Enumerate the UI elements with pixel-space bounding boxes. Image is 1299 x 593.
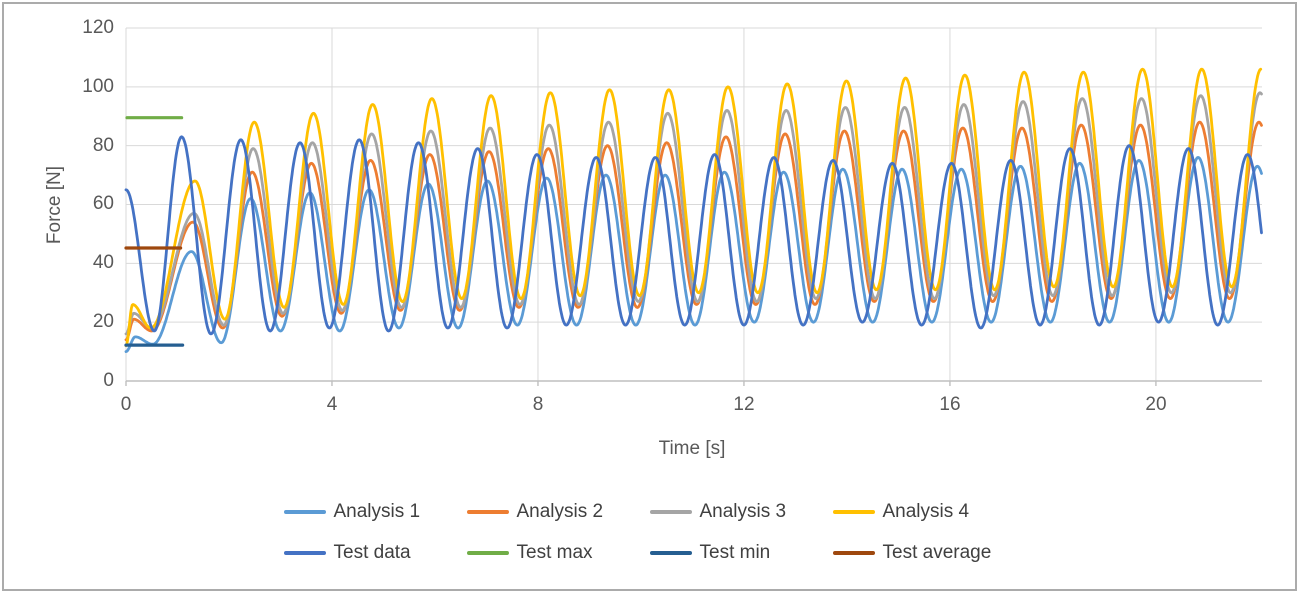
legend-item-analysis-3: Analysis 3 <box>649 499 833 525</box>
legend-line-swatch <box>649 551 692 555</box>
series-line-analysis-4 <box>124 67 1263 348</box>
series-line-test-data <box>124 135 1263 336</box>
legend-label: Analysis 1 <box>333 501 421 522</box>
legend-label: Test average <box>882 542 992 563</box>
legend-line-swatch <box>283 551 326 555</box>
x-tick-label: 0 <box>120 394 132 415</box>
x-tick-label: 4 <box>326 394 338 415</box>
legend-item-analysis-2: Analysis 2 <box>466 499 650 525</box>
legend-label: Test max <box>516 542 593 563</box>
y-tick-label: 0 <box>103 370 114 391</box>
legend-label: Analysis 4 <box>882 501 970 522</box>
legend-item-test-average: Test average <box>832 540 1016 566</box>
legend-label: Analysis 3 <box>699 501 787 522</box>
y-tick-label: 120 <box>82 17 114 38</box>
legend-row-2: Test data Test max Test min Test average <box>0 540 1299 566</box>
legend-item-analysis-1: Analysis 1 <box>283 499 467 525</box>
legend-item-test-max: Test max <box>466 540 650 566</box>
legend-line-swatch <box>466 510 509 514</box>
legend-line-swatch <box>649 510 692 514</box>
x-tick-label: 20 <box>1145 394 1167 415</box>
x-tick-label: 8 <box>532 394 544 415</box>
x-axis-title: Time [s] <box>658 438 726 459</box>
legend-label: Analysis 2 <box>516 501 604 522</box>
y-tick-label: 40 <box>92 252 114 273</box>
legend-item-test-min: Test min <box>649 540 833 566</box>
y-axis-title: Force [N] <box>44 165 65 245</box>
y-tick-label: 20 <box>92 311 114 332</box>
x-tick-label: 16 <box>939 394 961 415</box>
series-line-analysis-1 <box>124 156 1263 353</box>
legend-label: Test min <box>699 542 771 563</box>
y-tick-label: 80 <box>92 135 114 156</box>
legend-line-swatch <box>832 510 875 514</box>
x-tick-label: 12 <box>733 394 755 415</box>
legend-line-swatch <box>283 510 326 514</box>
y-tick-label: 60 <box>92 193 114 214</box>
y-tick-label: 100 <box>82 76 114 97</box>
legend-item-analysis-4: Analysis 4 <box>832 499 1016 525</box>
legend-row-1: Analysis 1 Analysis 2 Analysis 3 Analysi… <box>0 499 1299 525</box>
legend-line-swatch <box>832 551 875 555</box>
legend-label: Test data <box>333 542 411 563</box>
legend-line-swatch <box>466 551 509 555</box>
legend-item-test-data: Test data <box>283 540 467 566</box>
